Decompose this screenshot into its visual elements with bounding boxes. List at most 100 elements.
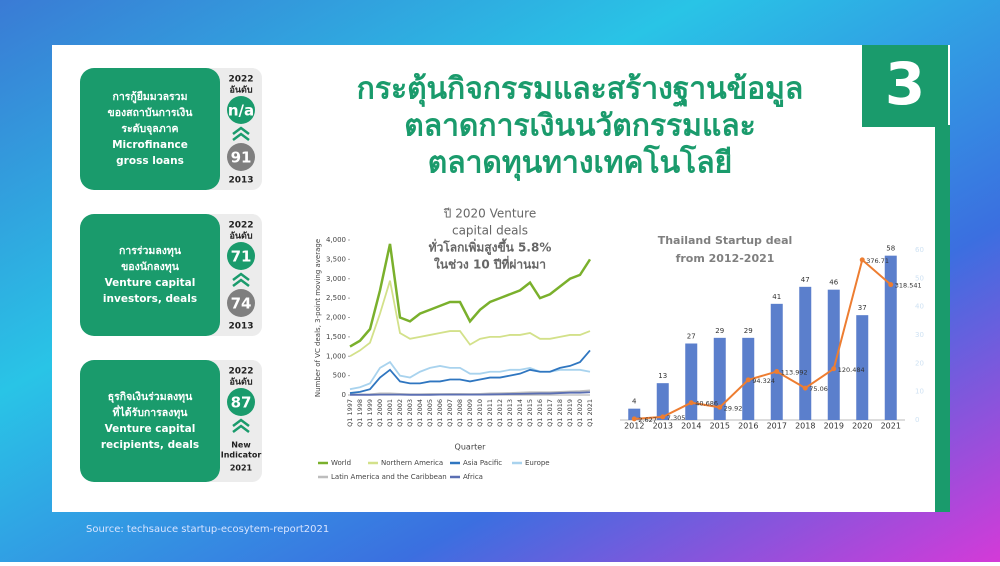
bar-label: 37 bbox=[858, 304, 867, 312]
previous-year: 2013 bbox=[228, 176, 253, 186]
year: 2022 bbox=[228, 367, 253, 377]
y-tick-label: 0 bbox=[342, 391, 346, 399]
chart-title: ปี 2020 Venture bbox=[443, 207, 536, 221]
y-tick-label: 500 bbox=[333, 372, 346, 380]
panel-text: recipients, deals bbox=[101, 439, 199, 451]
line-point bbox=[831, 366, 837, 372]
note: New bbox=[231, 441, 251, 450]
rank-circle bbox=[227, 388, 255, 416]
x-axis-label: Quarter bbox=[455, 443, 487, 452]
panel-text: ของสถาบันการเงิน bbox=[108, 107, 194, 119]
chart-title: Thailand Startup deal bbox=[658, 234, 793, 247]
rank-label: อันดับ bbox=[229, 231, 252, 242]
x-tick-label: 2013 bbox=[653, 422, 673, 431]
line-point bbox=[688, 400, 694, 406]
year: 2022 bbox=[228, 75, 253, 85]
x-tick-label: 2020 bbox=[852, 422, 872, 431]
series-line bbox=[349, 349, 591, 394]
previous-year: 2013 bbox=[228, 322, 253, 332]
x-tick-label: 2019 bbox=[824, 422, 844, 431]
previous-year: 2021 bbox=[230, 464, 253, 473]
point-label: 40.686 bbox=[695, 400, 718, 408]
rank: 87 bbox=[231, 394, 252, 412]
chevron bbox=[232, 126, 250, 141]
line-point bbox=[660, 414, 666, 420]
x-tick-label: Q1 2018 bbox=[556, 399, 564, 427]
chevron bbox=[232, 418, 250, 433]
previous-rank: 91 bbox=[231, 149, 252, 167]
chevron bbox=[232, 272, 250, 287]
panel-text: ธุรกิจเงินร่วมลงทุน bbox=[108, 391, 193, 404]
line-point bbox=[802, 385, 808, 391]
x-tick-label: Q1 2006 bbox=[436, 399, 444, 427]
rank-label: อันดับ bbox=[229, 85, 252, 96]
legend-label: Asia Pacific bbox=[463, 459, 502, 467]
x-tick-label: 2021 bbox=[881, 422, 901, 431]
series-line bbox=[634, 258, 892, 420]
x-tick-label: Q1 2003 bbox=[406, 399, 414, 427]
y-tick-label: 10 bbox=[915, 388, 924, 396]
legend-label: Africa bbox=[463, 473, 483, 481]
x-tick-label: Q1 2019 bbox=[566, 399, 574, 427]
x-tick-label: Q1 1998 bbox=[356, 399, 364, 427]
point-label: 7.305 bbox=[667, 414, 686, 422]
x-tick-label: Q1 2008 bbox=[456, 399, 464, 427]
bar-label: 13 bbox=[658, 372, 667, 380]
point-label: 2.627 bbox=[638, 416, 657, 424]
chart-title: capital deals bbox=[452, 224, 528, 238]
x-tick-label: Q1 2012 bbox=[496, 399, 504, 427]
rank-label: อันดับ bbox=[229, 377, 252, 388]
y-axis-label: Number of VC deals, 3-point moving avera… bbox=[314, 239, 322, 397]
title-line: ตลาดทุนทางเทคโนโลยี bbox=[428, 144, 733, 182]
bar-label: 4 bbox=[632, 398, 637, 406]
previous-circle bbox=[227, 143, 255, 171]
bar-label: 29 bbox=[744, 327, 753, 335]
line-point bbox=[745, 377, 751, 383]
x-tick-label: 2014 bbox=[681, 422, 701, 431]
bar bbox=[770, 303, 783, 420]
side-bar bbox=[935, 125, 950, 512]
bar-label: 41 bbox=[772, 293, 781, 301]
panel-text: ของนักลงทุน bbox=[121, 261, 180, 274]
x-tick-label: Q1 2020 bbox=[576, 399, 584, 427]
line-point bbox=[859, 257, 865, 263]
panel-text: Venture capital bbox=[105, 277, 196, 289]
point-label: 113.992 bbox=[781, 369, 808, 377]
x-tick-label: Q1 2011 bbox=[486, 399, 494, 427]
series-line bbox=[349, 243, 592, 348]
legend-label: Europe bbox=[525, 459, 550, 467]
panel-box bbox=[80, 360, 220, 482]
legend-label: World bbox=[331, 459, 351, 467]
badge bbox=[862, 45, 948, 127]
y-tick-label: 3,000 bbox=[326, 275, 346, 283]
panel-text: Microfinance bbox=[112, 139, 188, 151]
x-tick-label: 2017 bbox=[767, 422, 787, 431]
x-tick-label: Q1 2004 bbox=[416, 399, 424, 427]
year: 2022 bbox=[228, 221, 253, 231]
y-tick-label: 1,500 bbox=[326, 333, 346, 341]
line-point bbox=[888, 282, 894, 288]
x-tick-label: Q1 2000 bbox=[376, 399, 384, 427]
y-tick-label: 40 bbox=[915, 303, 924, 311]
panel-box bbox=[80, 68, 220, 190]
point-label: 120.484 bbox=[838, 366, 865, 374]
x-tick-label: Q1 2013 bbox=[506, 399, 514, 427]
bar-label: 27 bbox=[687, 333, 696, 341]
rank-circle bbox=[227, 242, 255, 270]
title-line: ตลาดการเงินนวัตกรรมและ bbox=[404, 109, 756, 144]
point-label: 75.06 bbox=[809, 385, 828, 393]
panel-text: investors, deals bbox=[103, 293, 197, 305]
x-tick-label: Q1 2021 bbox=[586, 399, 594, 427]
bar bbox=[884, 255, 897, 420]
bar-label: 46 bbox=[829, 279, 838, 287]
panel-text: ระดับจุลภาค bbox=[121, 123, 178, 136]
y-tick-label: 3,500 bbox=[326, 255, 346, 263]
point-label: 94.324 bbox=[752, 377, 775, 385]
x-tick-label: 2015 bbox=[710, 422, 730, 431]
x-tick-label: Q1 2016 bbox=[536, 399, 544, 427]
bar-label: 58 bbox=[886, 245, 895, 253]
point-label: 376.71 bbox=[866, 257, 889, 265]
bar bbox=[713, 337, 726, 420]
panel-box bbox=[80, 214, 220, 336]
